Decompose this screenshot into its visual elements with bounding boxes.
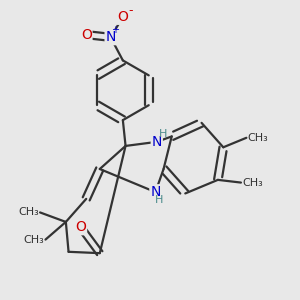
Text: O: O [81,28,92,42]
Text: CH₃: CH₃ [23,235,44,244]
Text: O: O [75,220,86,234]
Text: N: N [152,135,162,149]
Text: O: O [117,10,128,24]
Text: CH₃: CH₃ [18,207,39,218]
Text: -: - [128,4,133,17]
Text: H: H [159,129,167,139]
Text: N: N [106,30,116,44]
Text: CH₃: CH₃ [248,133,268,143]
Text: +: + [111,25,119,35]
Text: H: H [155,195,164,205]
Text: CH₃: CH₃ [242,178,263,188]
Text: N: N [150,185,161,199]
